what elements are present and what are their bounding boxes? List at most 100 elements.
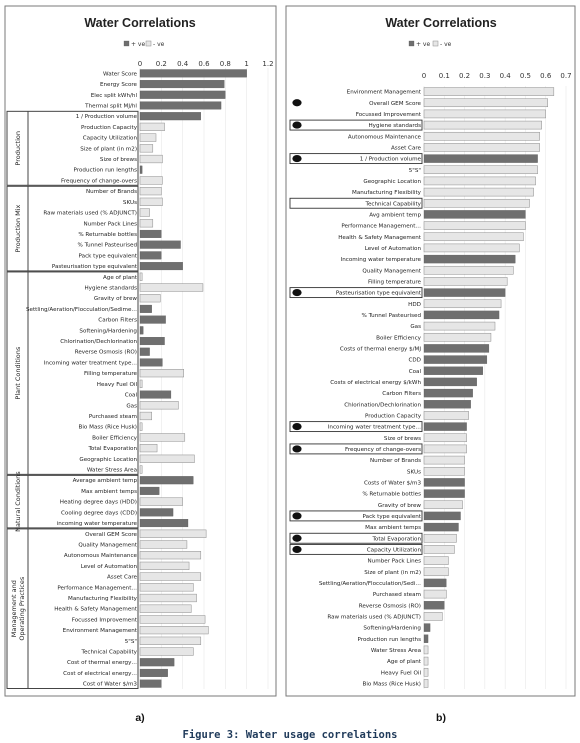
bar-tunnel-pasteurised [423, 310, 500, 320]
category-label: SKUs [123, 200, 137, 206]
category-label: Heavy Fuel Oil [381, 670, 422, 676]
bar-chlorination-dechlorination [423, 400, 471, 409]
bar-purchased-steam [423, 589, 447, 599]
bar-focussed-improvement [139, 615, 206, 624]
bar-carbon-filters [423, 388, 473, 398]
bar-autonomous-maintenance [423, 131, 540, 141]
category-label: Environment Management [63, 628, 138, 634]
category-label: Softening/Hardening [363, 626, 421, 632]
bar-1-production-volume [423, 154, 538, 163]
category-label: Purchased steam [89, 414, 137, 420]
bar-boiler-efficiency [423, 332, 492, 342]
bar-5-s [423, 165, 538, 175]
bar-hdd [423, 299, 502, 309]
bar-max-ambient-temps [423, 522, 459, 532]
bullet-dot [292, 288, 302, 297]
bar-water-score [139, 69, 247, 78]
bar-gas [423, 321, 496, 331]
bar-pack-type-equivalent [139, 251, 162, 260]
group-box-plant-conditions [6, 271, 139, 475]
category-label: Max ambient temps [365, 525, 421, 531]
bar-heavy-fuel-oil [139, 379, 143, 388]
category-label: Bio Mass (Rice Husk) [79, 425, 137, 431]
bullet-dot [292, 534, 302, 542]
bar-size-of-plant-in-m2 [423, 567, 449, 577]
bar-hygiene-standards [139, 283, 204, 292]
category-label: Quality Management [362, 268, 421, 274]
bar-incoming-water-temperature [139, 519, 189, 528]
legend-positive-swatch [408, 40, 415, 47]
bar-asset-care [139, 572, 202, 581]
category-label: Size of brews [384, 436, 421, 442]
bar-skus [139, 197, 163, 206]
category-label: Avg ambient temp [369, 212, 421, 218]
bar-environment-management [423, 87, 555, 96]
panel-a-title: Water Correlations [84, 16, 195, 30]
legend-positive-label: + ve [131, 41, 145, 48]
figure-caption: Figure 3: Water usage correlations [183, 729, 398, 741]
bar-water-stress-area [139, 465, 143, 474]
bar-5-s [139, 636, 202, 645]
bar-raw-materials-used-adjunct [139, 208, 150, 217]
category-label: % Returnable bottles [362, 492, 421, 498]
category-label: Gravity of brew [94, 296, 138, 302]
category-label: Settling/Aeration/Flocculation/Sedi… [319, 581, 421, 587]
group-label: Production [14, 131, 22, 166]
panel-a-category-labels: Water Score Energy Score Elec split kWh/hl… [26, 71, 138, 687]
category-label: Asset Care [107, 575, 138, 581]
category-label: Number of Brands [86, 189, 137, 195]
category-label: Pack type equivalent [79, 253, 138, 259]
panel-b-label: b) [436, 712, 446, 724]
bar-average-ambient-temp [139, 476, 194, 485]
category-label: Gas [410, 324, 421, 330]
bar-asset-care [423, 143, 540, 152]
bar-environment-management [139, 626, 209, 635]
category-label: Cooling degree days (CDD) [61, 510, 137, 516]
bar-technical-capability [423, 198, 530, 208]
bar-frequency-of-change-overs [423, 444, 467, 454]
category-label: Size of plant (in m2) [364, 570, 421, 576]
category-label: CDD [408, 358, 421, 364]
category-label: Costs of Water $/m3 [364, 480, 422, 486]
bar-softening-hardening [423, 623, 431, 632]
panel-b-gridlines [423, 86, 567, 689]
x-tick-label: 0.3 [479, 72, 490, 80]
category-label: % Tunnel Pasteurised [362, 313, 422, 319]
bar-size-of-brews [423, 433, 467, 443]
bar-water-stress-area [423, 645, 429, 655]
category-label: Elec split kWh/hl [91, 93, 138, 99]
category-label: Gravity of brew [378, 503, 422, 509]
highlight-box-hygiene-standards [289, 119, 423, 131]
legend-negative-swatch [145, 40, 152, 47]
bar-avg-ambient-temp [423, 210, 526, 219]
category-label: Overall GEM Score [85, 532, 137, 538]
x-tick-label: 0.4 [177, 60, 189, 68]
category-label: % Returnable bottles [78, 232, 137, 238]
bar-autonomous-maintenance [139, 551, 202, 560]
bar-max-ambient-temps [139, 486, 160, 495]
category-label: Incoming water treatment type… [44, 360, 137, 366]
bar-carbon-filters [139, 315, 166, 324]
category-label: Costs of thermal energy $/MJ [340, 346, 421, 352]
category-label: Water Stress Area [87, 468, 137, 474]
bar-production-capacity [423, 411, 469, 420]
category-label: Filling temperature [84, 371, 138, 377]
panel-b-legend: + ve - ve [408, 40, 452, 48]
x-tick-label: 0.7 [560, 72, 571, 80]
category-label: 1 / Production volume [360, 157, 422, 163]
category-label: Incoming water temperature [341, 257, 422, 263]
category-label: Technical Capability [81, 650, 138, 656]
bar-bio-mass-rice-husk [423, 679, 429, 688]
category-label: Health & Safety Management [54, 607, 138, 613]
legend-negative-swatch [432, 40, 439, 47]
bar-reverse-osmosis-ro [139, 347, 150, 356]
category-label: Environment Management [347, 90, 422, 96]
bar-level-of-automation [139, 561, 190, 570]
bar-technical-capability [139, 647, 194, 656]
bar-1-production-volume [139, 112, 201, 121]
category-label: Thermal split MJ/hl [84, 103, 137, 109]
bar-pasteurisation-type-equivalent [139, 262, 183, 271]
panel-a-x-axis-ticks: 0 0.2 0.4 0.6 0.8 1 1.2 [138, 60, 274, 68]
bar-overall-gem-score [139, 529, 207, 538]
bullet-dot [292, 154, 302, 163]
